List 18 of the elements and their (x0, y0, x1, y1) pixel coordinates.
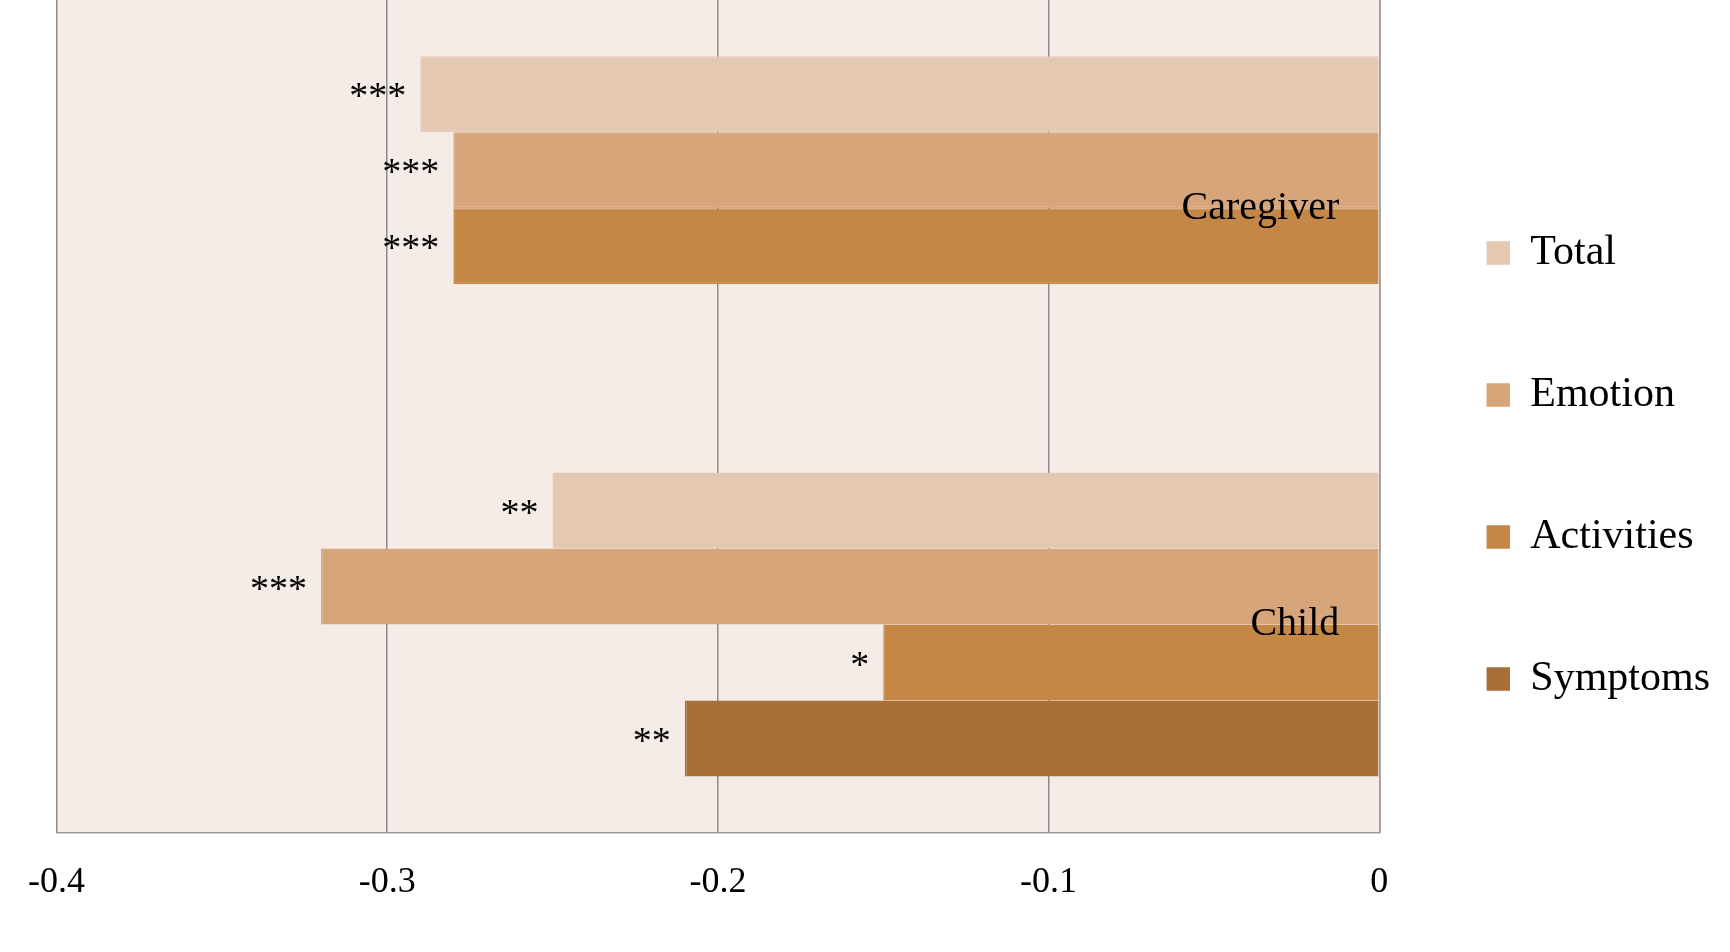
x-tick-label: -0.1 (1020, 859, 1078, 900)
legend-label: Total (1530, 227, 1616, 274)
x-tick-label: -0.3 (358, 859, 416, 900)
data-label: * (850, 642, 870, 685)
data-label: ** (632, 718, 671, 761)
legend-label: Emotion (1530, 369, 1675, 416)
data-label: *** (382, 150, 440, 193)
data-label: ** (500, 490, 539, 533)
data-label: *** (382, 226, 440, 269)
x-tick-label: 0 (1370, 859, 1389, 900)
x-tick-label: -0.4 (27, 859, 85, 900)
x-tick-label: -0.2 (689, 859, 747, 900)
y-tick-label: Caregiver (1181, 182, 1340, 228)
legend-label: Activities (1530, 511, 1694, 558)
y-tick-label: Child (1250, 599, 1340, 645)
data-label: *** (250, 566, 308, 609)
data-label: *** (349, 74, 407, 117)
legend-label: Symptoms (1530, 653, 1711, 700)
